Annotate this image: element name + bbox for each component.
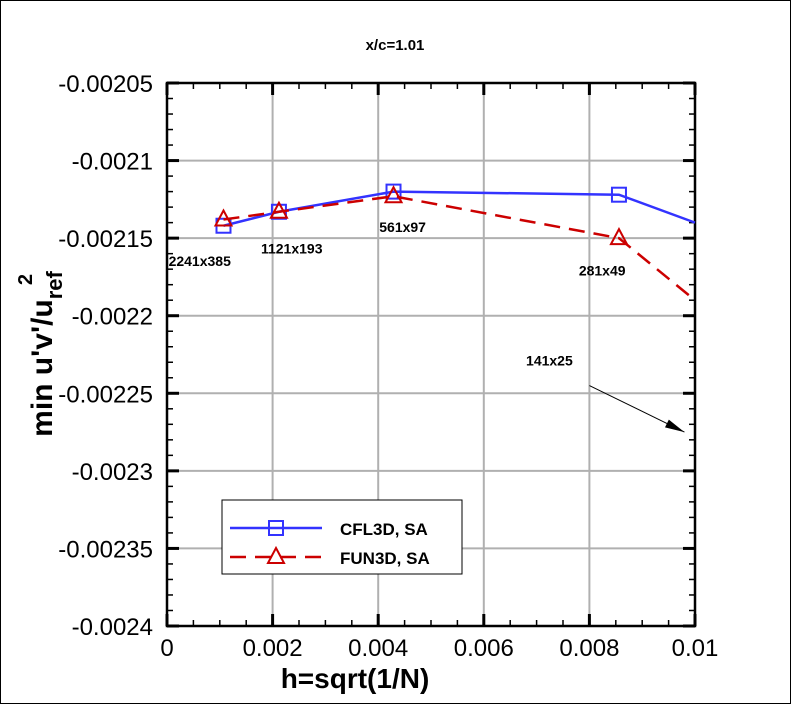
square-marker bbox=[610, 186, 627, 203]
arrow-head-icon bbox=[664, 419, 685, 433]
triangle-marker bbox=[269, 200, 289, 219]
x-tick-label: 0.008 bbox=[559, 635, 619, 662]
triangle-marker bbox=[213, 208, 234, 227]
grid bbox=[167, 83, 695, 626]
grid-size-label: 281x49 bbox=[579, 262, 626, 278]
x-tick-label: 0.004 bbox=[348, 635, 408, 662]
chart-title: x/c=1.01 bbox=[366, 37, 425, 54]
legend-square-icon bbox=[268, 520, 284, 536]
legend-label-cfl3d: CFL3D, SA bbox=[340, 520, 428, 539]
square-marker bbox=[385, 183, 402, 200]
grid-size-label: 2241x385 bbox=[169, 253, 232, 269]
y-tick-label: -0.00205 bbox=[58, 71, 153, 98]
series-line-1 bbox=[223, 194, 696, 302]
y-tick-label: -0.0021 bbox=[72, 149, 153, 176]
y-tick-label: -0.0022 bbox=[72, 304, 153, 331]
y-tick-label: -0.00225 bbox=[58, 381, 153, 408]
legend-box bbox=[221, 499, 463, 575]
series bbox=[213, 183, 696, 302]
legend: CFL3D, SA FUN3D, SA bbox=[221, 499, 463, 575]
y-axis-label: min u'v'/uref 2 bbox=[15, 270, 67, 436]
y-axis-label-sup: 2 bbox=[15, 274, 37, 285]
x-axis-label: h=sqrt(1/N) bbox=[281, 663, 430, 694]
y-tick-label: -0.00235 bbox=[58, 536, 153, 563]
y-axis-label-sub: ref bbox=[42, 270, 67, 299]
y-tick-label: -0.00215 bbox=[58, 226, 153, 253]
x-tick-label: 0.006 bbox=[454, 635, 514, 662]
axes bbox=[165, 81, 697, 628]
legend-triangle-icon bbox=[266, 545, 286, 564]
y-tick-label: -0.0024 bbox=[72, 614, 153, 641]
series-line-0 bbox=[223, 190, 696, 227]
x-tick-label: 0.002 bbox=[243, 635, 303, 662]
grid-size-label: 1121x193 bbox=[261, 241, 323, 257]
y-axis-label-main: min u'v'/u bbox=[26, 299, 59, 437]
legend-label-fun3d: FUN3D, SA bbox=[340, 549, 430, 568]
tick-labels: -0.00205 -0.0021 -0.00215 -0.0022 -0.00225 -0… bbox=[58, 71, 718, 662]
grid-size-label: 561x97 bbox=[379, 219, 426, 235]
annotations: 2241x385 1121x193 561x97 281x49 141x25 bbox=[169, 219, 685, 433]
x-tick-label: 0.01 bbox=[672, 635, 719, 662]
y-tick-label: -0.0023 bbox=[72, 459, 153, 486]
triangle-marker bbox=[383, 185, 404, 204]
grid-size-label: 141x25 bbox=[526, 352, 573, 368]
x-tick-label: 0 bbox=[160, 635, 173, 662]
triangle-marker bbox=[609, 227, 629, 246]
